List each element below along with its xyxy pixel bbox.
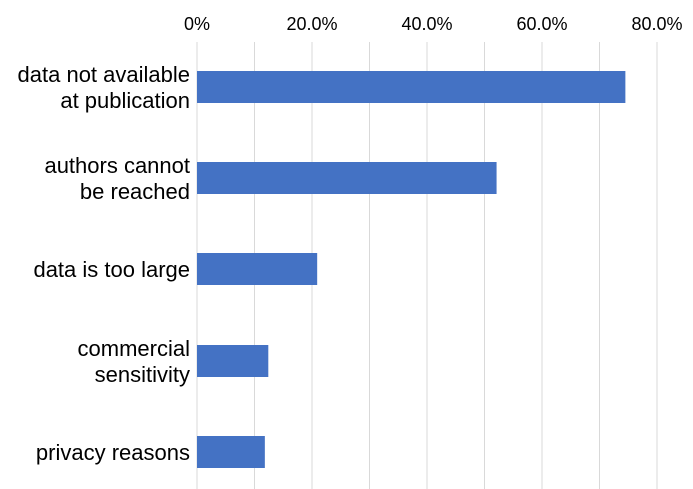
x-tick-label: 80.0% [631,14,682,34]
category-label: data is too large [33,257,190,282]
bar [197,71,626,103]
x-tick-label: 60.0% [516,14,567,34]
category-label: at publication [60,88,190,113]
bar [197,253,318,285]
bar [197,436,265,468]
bars [197,71,626,468]
bar [197,162,497,194]
category-label: sensitivity [95,362,190,387]
x-axis-ticks: 0% 20.0% 40.0% 60.0% 80.0% [184,14,683,34]
x-tick-label: 40.0% [401,14,452,34]
category-label: privacy reasons [36,440,190,465]
category-label: authors cannot [44,153,190,178]
category-label: data not available [18,62,190,87]
x-tick-label: 0% [184,14,210,34]
bar [197,345,269,377]
x-tick-label: 20.0% [286,14,337,34]
gridlines [196,42,658,489]
category-label: commercial [78,336,190,361]
category-label: be reached [80,179,190,204]
